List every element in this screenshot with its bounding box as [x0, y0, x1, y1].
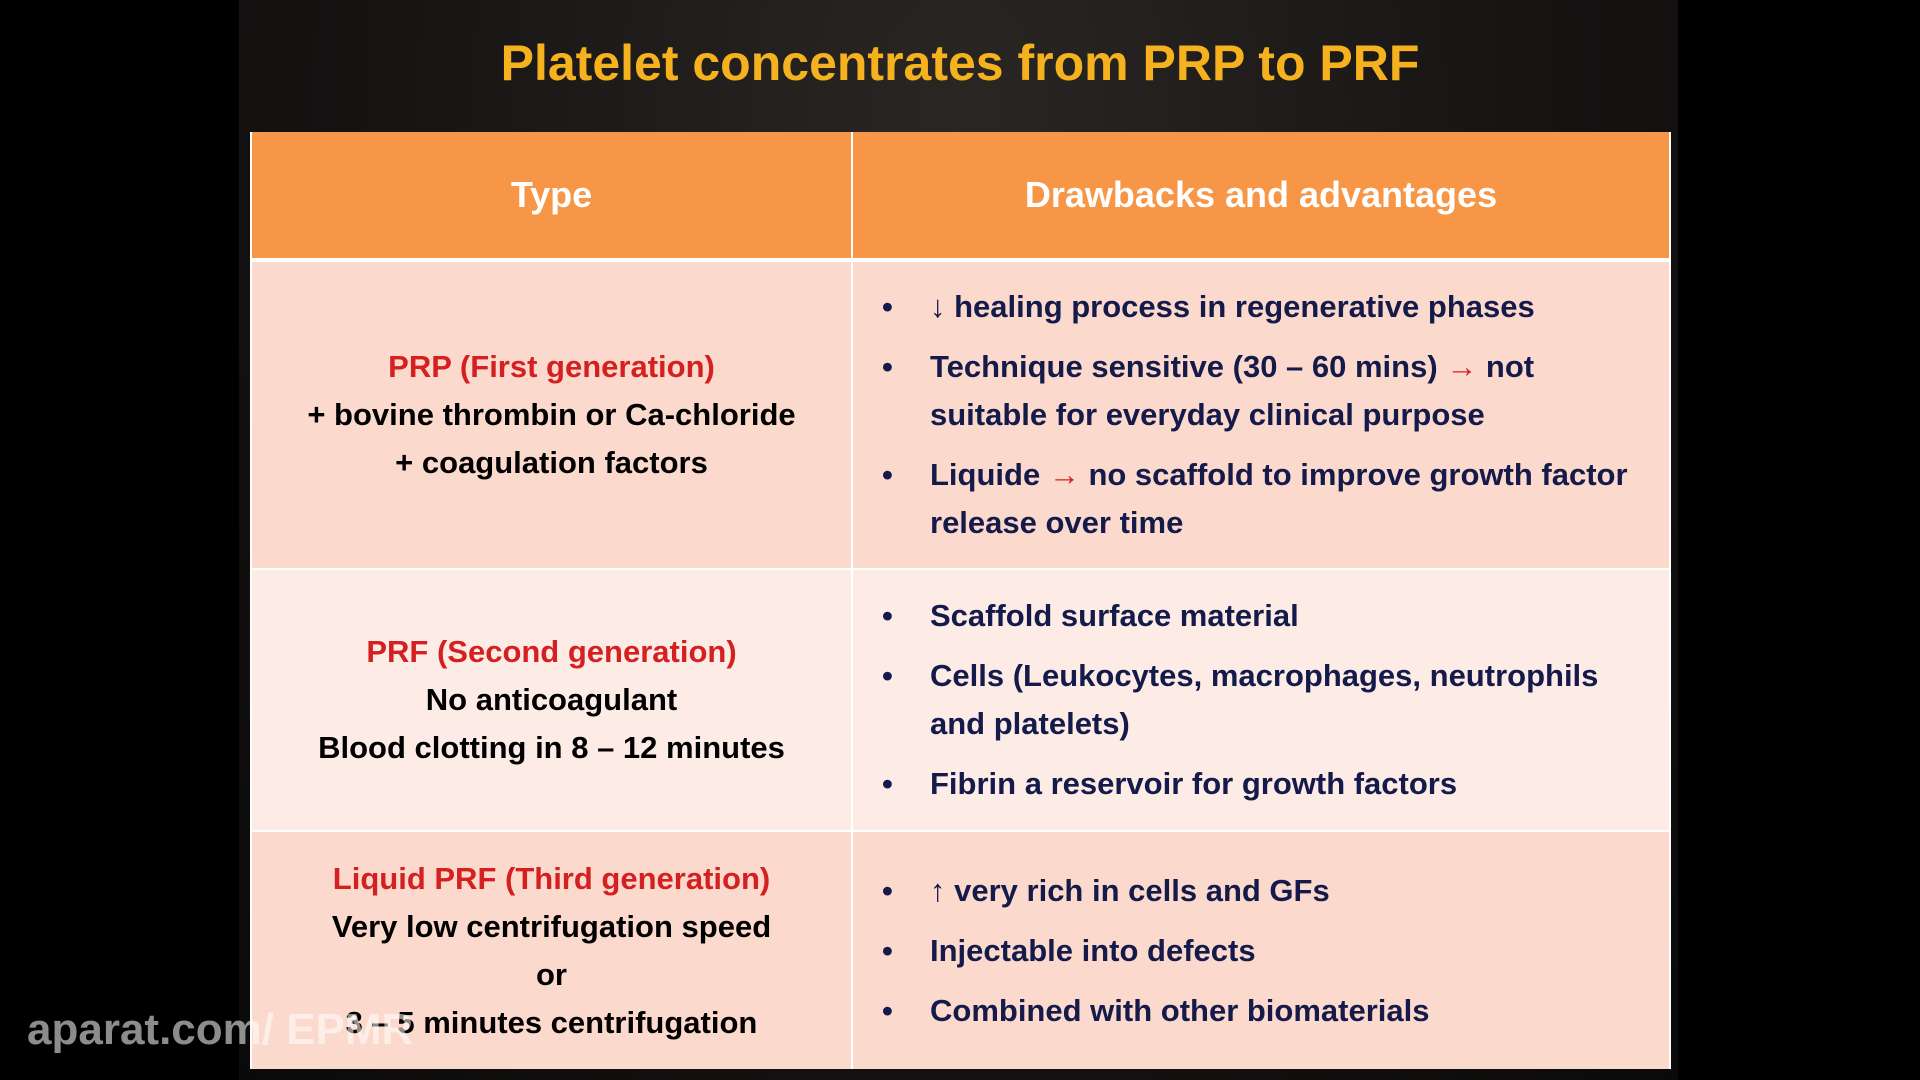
type-line: No anticoagulant	[425, 682, 678, 717]
table-row: PRF (Second generation) No anticoagulant B…	[250, 568, 1671, 831]
type-cell: Liquid PRF (Third generation) Very low ce…	[250, 830, 853, 1069]
table-row: PRP (First generation) + bovine thrombin …	[250, 259, 1671, 569]
type-line: 3 – 5 minutes centrifugation	[345, 1004, 758, 1040]
details-cell: ↓ healing process in regenerative phases…	[851, 259, 1671, 569]
type-line: Blood clotting in 8 – 12 minutes	[318, 730, 785, 765]
bullet-item: Scaffold surface material	[882, 592, 1638, 640]
header-row: Type Drawbacks and advantages	[250, 132, 1671, 262]
comparison-table: Type Drawbacks and advantages PRP (First…	[250, 132, 1671, 1069]
details-cell: Scaffold surface material Cells (Leukocyt…	[851, 568, 1671, 831]
watermark: aparat.com/ EPMR	[27, 1005, 414, 1054]
header-cell: Drawbacks and advantages	[851, 132, 1671, 262]
bullet-item: ↓ healing process in regenerative phases	[882, 283, 1638, 331]
type-line: Very low centrifugation speed	[331, 908, 772, 944]
bullet-list: ↑ very rich in cells and GFs Injectable i…	[854, 867, 1668, 1035]
bullet-item: Liquide → no scaffold to improve growth …	[882, 451, 1638, 547]
table-row: Liquid PRF (Third generation) Very low ce…	[250, 830, 1671, 1069]
type-cell: PRP (First generation) + bovine thrombin …	[250, 259, 853, 569]
type-line: or	[536, 956, 567, 992]
bullet-item: Injectable into defects	[882, 927, 1638, 975]
header-cell: Type	[250, 132, 853, 262]
type-title: PRF (Second generation)	[366, 634, 737, 669]
details-cell: ↑ very rich in cells and GFs Injectable i…	[851, 830, 1671, 1069]
bullet-item: Combined with other biomaterials	[882, 987, 1638, 1035]
slide-title: Platelet concentrates from PRP to PRF	[500, 35, 1420, 91]
type-line: + coagulation factors	[395, 445, 708, 480]
type-cell: PRF (Second generation) No anticoagulant B…	[250, 568, 853, 831]
bullet-item: Fibrin a reservoir for growth factors	[882, 760, 1638, 808]
bullet-item: ↑ very rich in cells and GFs	[882, 867, 1638, 915]
bullet-list: Scaffold surface material Cells (Leukocyt…	[854, 592, 1668, 808]
bullet-list: ↓ healing process in regenerative phases…	[854, 283, 1668, 547]
bullet-item: Cells (Leukocytes, macrophages, neutroph…	[882, 652, 1638, 748]
type-title: Liquid PRF (Third generation)	[332, 860, 771, 896]
bullet-item: Technique sensitive (30 – 60 mins) → not…	[882, 343, 1638, 439]
type-line: + bovine thrombin or Ca-chloride	[307, 397, 796, 432]
type-title: PRP (First generation)	[388, 349, 715, 384]
